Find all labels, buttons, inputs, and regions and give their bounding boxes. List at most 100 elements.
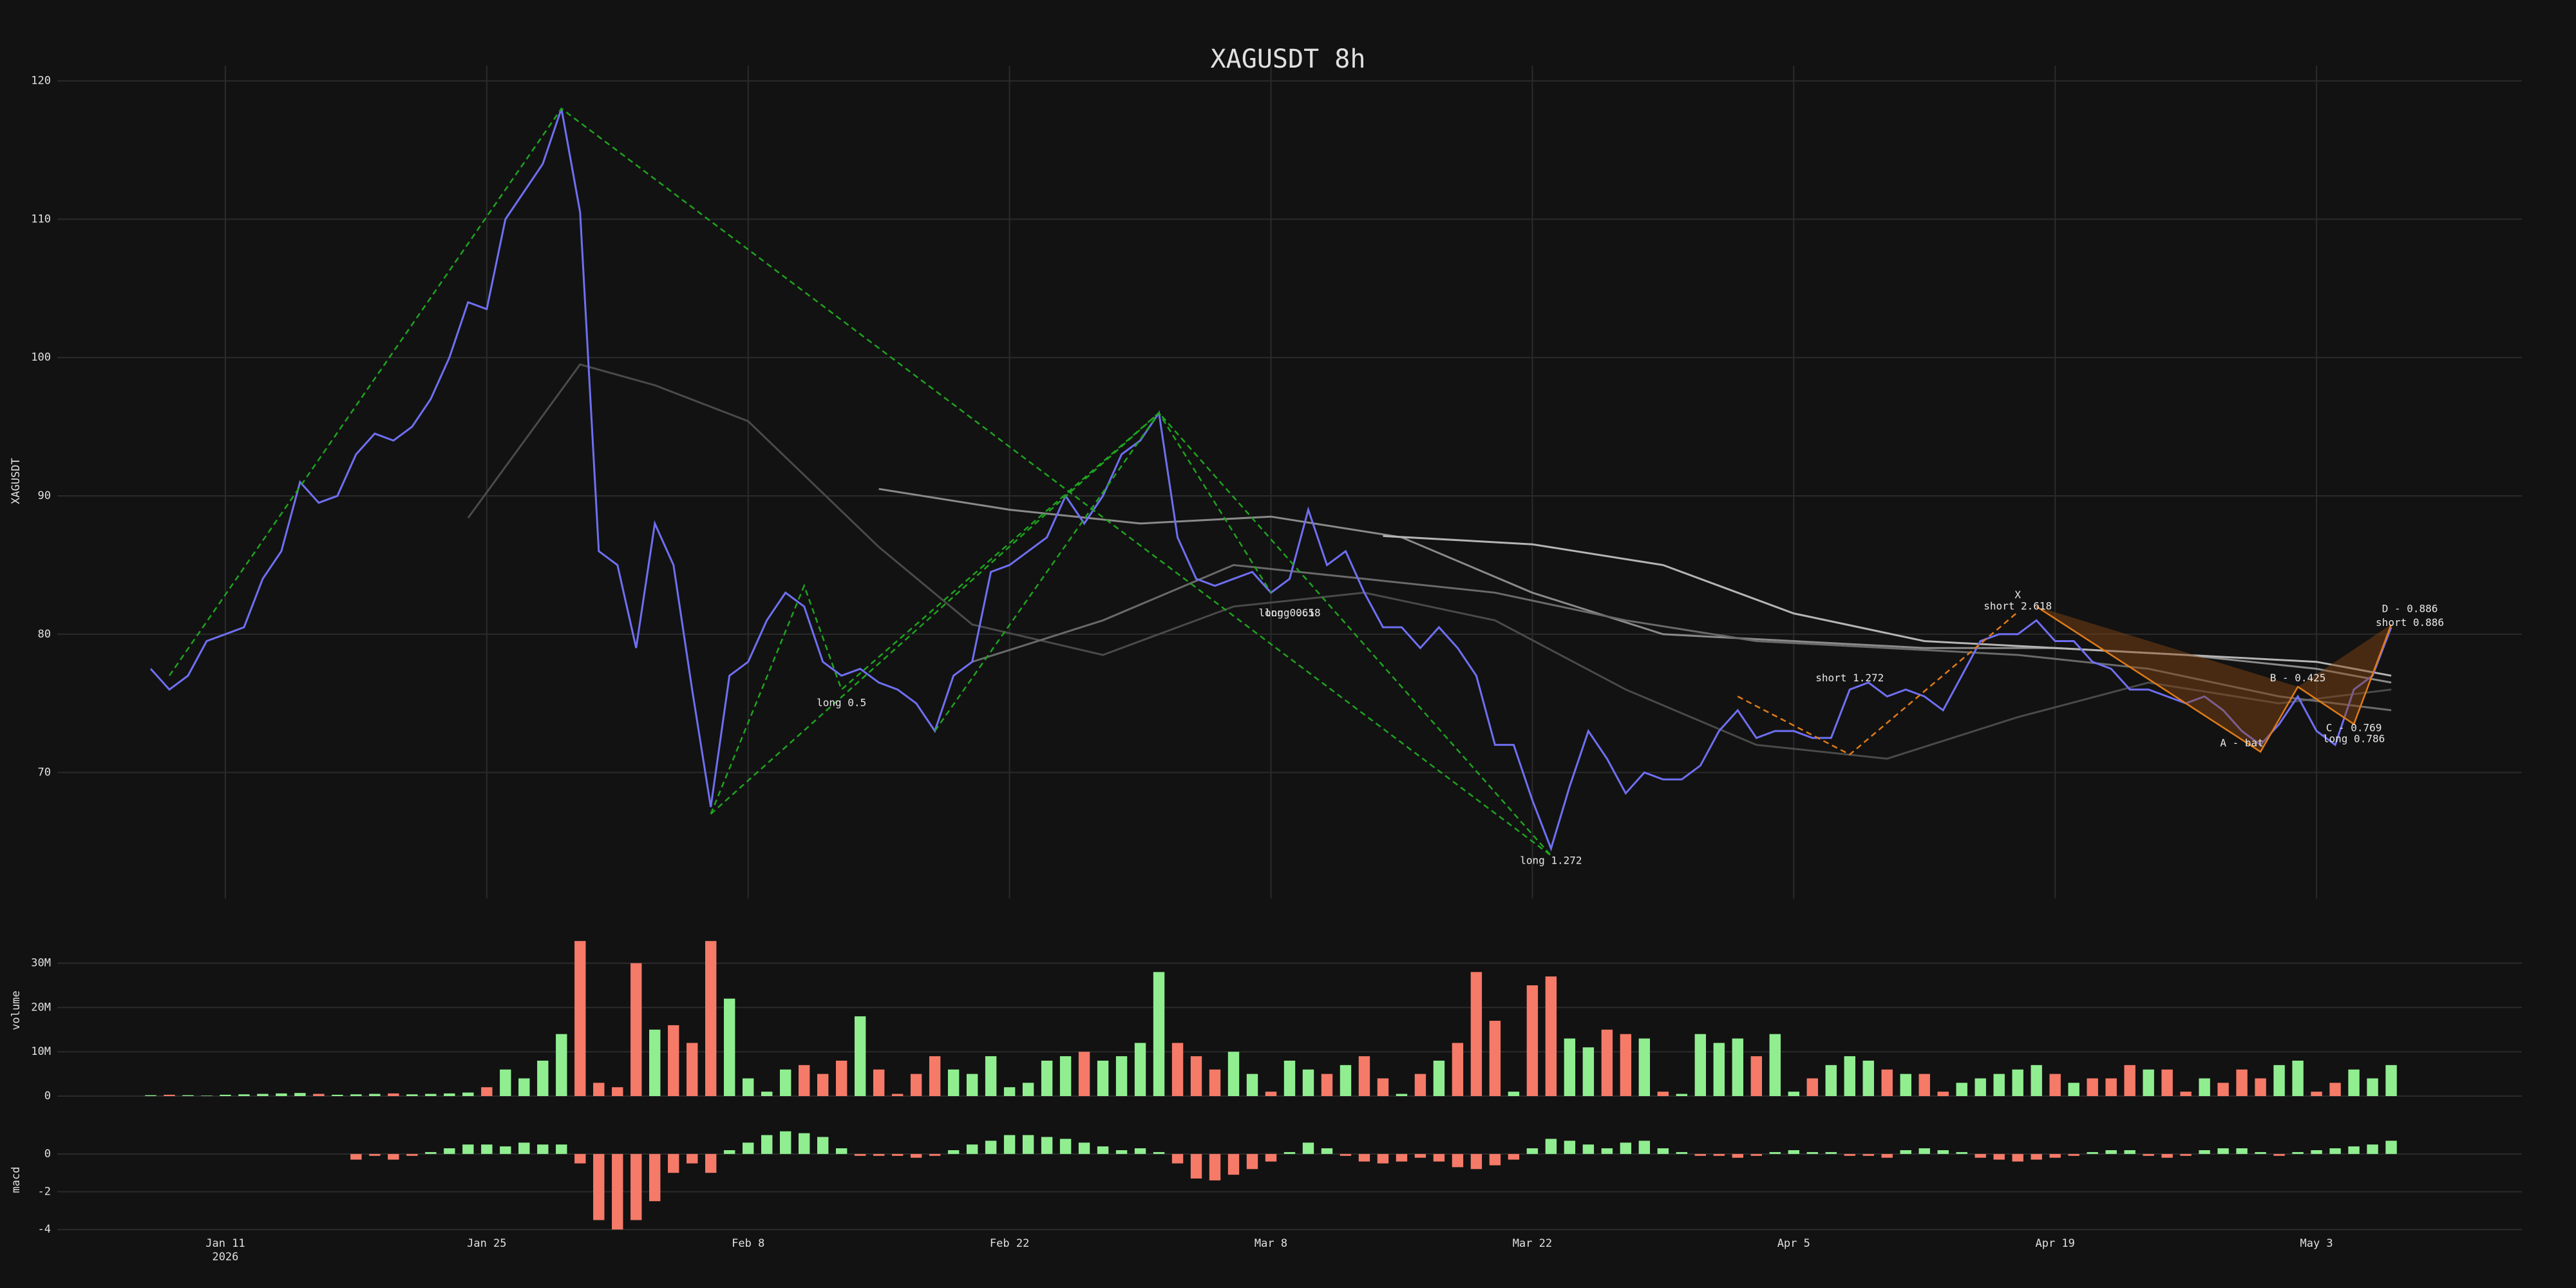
bar [1732,1038,1744,1096]
y-tick-label: 120 [31,75,51,88]
bar [705,941,717,1096]
bar [1134,1148,1146,1154]
annotation: long 0.786 [2323,732,2385,744]
bar [2087,1151,2098,1154]
bar [2199,1078,2210,1096]
bar [1564,1141,1576,1154]
bar [1190,1153,1202,1179]
bar [1059,1056,1072,1096]
y-axis-label: volume [10,990,23,1030]
bar [1321,1148,1333,1154]
bar [891,1153,904,1156]
bar [2236,1148,2248,1154]
bar [518,1078,530,1096]
bar [1134,1043,1146,1096]
bar [1003,1087,1016,1096]
bar [2255,1151,2266,1154]
bar [556,1144,567,1154]
bar [705,1153,717,1173]
bar [1227,1153,1240,1175]
bar [2255,1078,2266,1096]
bar [873,1069,885,1096]
bar [1358,1056,1370,1096]
pattern-line [168,107,1552,857]
bar [649,1153,661,1202]
bar [500,1146,511,1154]
bar [1078,1142,1090,1154]
bar [1975,1078,1986,1096]
bar [1246,1074,1258,1096]
moving-average [1383,535,2392,677]
bar [481,1087,493,1096]
bar [537,1144,549,1154]
bar [2049,1153,2061,1158]
bar [1115,1056,1128,1096]
bar [500,1069,511,1096]
bar [1825,1065,1837,1096]
bar [1881,1153,1893,1158]
bar [2217,1083,2229,1096]
x-tick-label: Feb 8 [732,1237,764,1250]
bar [462,1144,474,1154]
bar [313,1094,325,1096]
bar [1769,1034,1781,1096]
bar [2236,1069,2248,1096]
annotation: B - 0.425 [2270,672,2326,684]
bar [1638,1141,1651,1154]
bar [2311,1150,2322,1154]
bar [1022,1083,1034,1096]
bar [1396,1153,1408,1162]
bar [891,1094,904,1096]
annotation: short 2.618 [1984,600,2052,612]
x-offset-label: 2026 [212,1251,238,1264]
bar [1489,1021,1501,1096]
pattern-line [2036,605,2392,753]
bar [985,1056,997,1096]
bar [1302,1142,1314,1154]
bar [2031,1065,2042,1096]
bar [1825,1151,1837,1154]
y-tick-label: 20M [31,1001,51,1014]
y-tick-label: 110 [31,213,51,225]
moving-average [972,564,2392,712]
bar [1657,1092,1669,1096]
bar [743,1078,754,1096]
bar [910,1153,922,1158]
bar [444,1148,455,1154]
bar [910,1074,922,1096]
bar [1620,1034,1632,1096]
bar [761,1135,773,1154]
pattern-line [710,412,1160,815]
bar [556,1034,567,1096]
chart-title: XAGUSDT 8h [1211,44,1366,74]
bar [145,1095,156,1096]
bar [1078,1052,1090,1096]
bar [1806,1078,1818,1096]
bar [1041,1137,1053,1154]
bar [182,1095,194,1096]
bar [1022,1135,1034,1154]
bar [1414,1153,1426,1158]
bar [2199,1150,2210,1154]
annotation: long 0.5 [1265,607,1314,619]
bar [574,941,586,1096]
bar [1153,972,1165,1096]
y-tick-label: 100 [31,351,51,364]
bar [947,1150,960,1154]
bar [1209,1153,1221,1180]
bar [462,1092,474,1096]
bar [2124,1150,2136,1154]
bar [2105,1078,2117,1096]
bar [1582,1047,1595,1096]
bar [2217,1148,2229,1154]
x-tick-label: Mar 22 [1513,1237,1552,1250]
bar [388,1153,399,1160]
annotation: A - bat [2220,737,2263,749]
bar [1396,1094,1408,1096]
bar [2367,1078,2378,1096]
bar [2292,1151,2304,1154]
bar [1283,1060,1296,1096]
bar [1340,1153,1352,1156]
bar [2180,1153,2192,1156]
bar [2180,1092,2192,1096]
